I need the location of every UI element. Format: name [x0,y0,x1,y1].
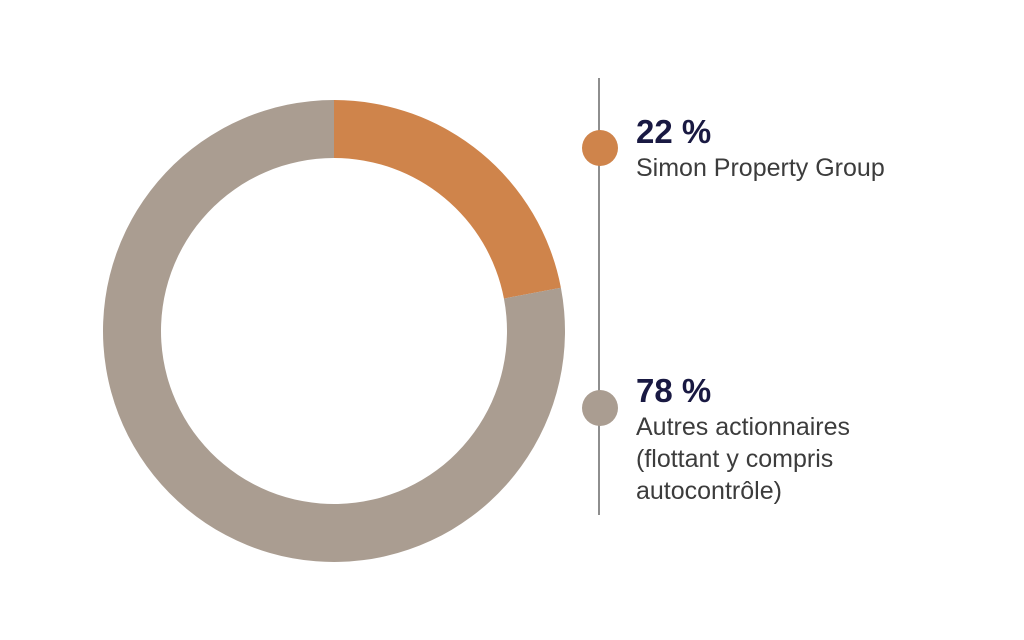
legend-item-others: 78 % Autres actionnaires (flottant y com… [636,371,1006,507]
legend-dot-others [582,390,618,426]
donut-slice-0 [334,100,561,299]
legend-dot-simon [582,130,618,166]
legend-divider [598,78,600,515]
legend-value-others: 78 % [636,372,712,409]
legend-item-simon: 22 % Simon Property Group [636,112,1006,184]
legend-label-others: Autres actionnaires (flottant y compris … [636,413,851,505]
donut-slices [102,100,565,562]
legend-value-simon: 22 % [636,113,712,150]
legend-label-simon: Simon Property Group [636,154,885,182]
